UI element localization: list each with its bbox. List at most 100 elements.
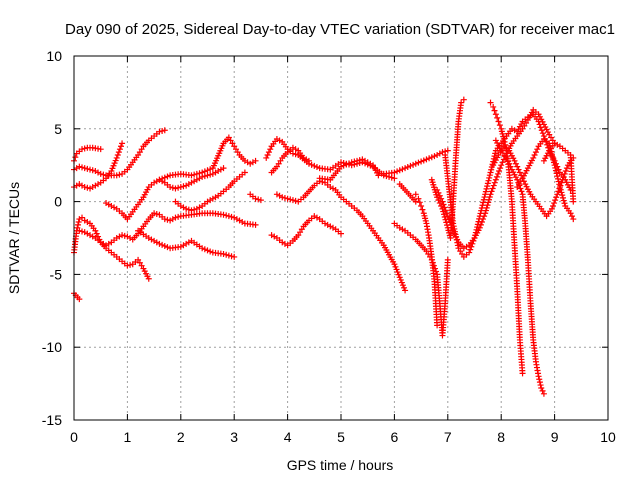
data-point (167, 184, 174, 191)
series-track-20 (412, 191, 441, 329)
data-point (499, 159, 506, 166)
series-track-8 (135, 227, 238, 260)
data-point (172, 185, 179, 192)
data-point (311, 162, 318, 169)
data-point (124, 262, 131, 269)
y-tick-labels: -15 -10 -5 0 5 10 (42, 48, 62, 428)
data-point (488, 188, 495, 195)
data-point (441, 204, 448, 211)
data-point (438, 195, 445, 202)
data-point (164, 244, 171, 251)
data-point (562, 168, 569, 175)
data-point (159, 175, 166, 182)
data-point (415, 195, 422, 202)
data-point (397, 276, 404, 283)
data-point (474, 221, 481, 228)
data-point (469, 240, 476, 247)
data-point (423, 156, 430, 163)
data-point (241, 169, 248, 176)
data-point (351, 158, 358, 165)
data-point (96, 236, 103, 243)
data-point (492, 111, 499, 118)
data-point (476, 215, 483, 222)
series-track-28 (540, 140, 577, 205)
data-point (92, 227, 99, 234)
data-point (538, 127, 545, 134)
data-point (570, 216, 577, 223)
data-point (501, 138, 508, 145)
series-track-15 (273, 178, 409, 294)
data-point (539, 130, 546, 137)
data-point (491, 179, 498, 186)
x-tick-label: 0 (70, 429, 78, 445)
data-point (419, 206, 426, 213)
data-point (84, 165, 91, 172)
data-point (305, 157, 312, 164)
data-point (308, 161, 315, 168)
data-point (507, 163, 514, 170)
data-point (201, 246, 208, 253)
data-point (474, 224, 481, 231)
data-point (473, 226, 480, 233)
data-point (481, 194, 488, 201)
data-point (151, 210, 158, 217)
data-point (292, 151, 299, 158)
series-track-14 (268, 213, 344, 249)
x-tick-label: 6 (391, 429, 399, 445)
data-point (441, 213, 448, 220)
data-point (391, 175, 398, 182)
data-point (410, 161, 417, 168)
data-point (570, 198, 577, 205)
data-point (443, 210, 450, 217)
data-point (485, 199, 492, 206)
data-point (440, 211, 447, 218)
data-point (482, 188, 489, 195)
data-point (436, 192, 443, 199)
data-point (79, 228, 86, 235)
data-point (180, 183, 187, 190)
data-point (156, 128, 163, 135)
x-tick-label: 2 (177, 429, 185, 445)
data-point (434, 186, 441, 193)
data-point (79, 146, 86, 153)
data-point (76, 296, 83, 303)
data-point (475, 218, 482, 225)
data-point (175, 184, 182, 191)
data-point (100, 171, 107, 178)
data-point (466, 249, 473, 256)
data-point (191, 206, 198, 213)
data-point (415, 159, 422, 166)
data-point (338, 230, 344, 237)
data-point (477, 210, 484, 217)
data-point (177, 184, 184, 191)
data-point (548, 205, 555, 212)
data-point (220, 211, 227, 218)
x-tick-label: 9 (551, 429, 559, 445)
data-point (225, 252, 232, 259)
data-point (480, 199, 487, 206)
data-point (289, 197, 296, 204)
data-point (442, 207, 449, 214)
data-point (121, 232, 128, 239)
data-point (560, 173, 567, 180)
data-point (185, 206, 192, 213)
data-point (407, 162, 414, 169)
data-point (264, 152, 271, 159)
data-point (552, 164, 559, 171)
data-point (343, 161, 350, 168)
data-point (416, 199, 423, 206)
data-point (439, 149, 446, 156)
data-point (412, 198, 419, 205)
data-point (252, 157, 259, 164)
data-point (153, 210, 160, 217)
series-track-21 (428, 96, 467, 241)
data-point (412, 160, 419, 167)
data-point (540, 390, 547, 397)
data-point (496, 168, 503, 175)
data-point (156, 240, 163, 247)
data-point (257, 197, 264, 204)
data-point (486, 172, 493, 179)
data-point (207, 166, 214, 173)
